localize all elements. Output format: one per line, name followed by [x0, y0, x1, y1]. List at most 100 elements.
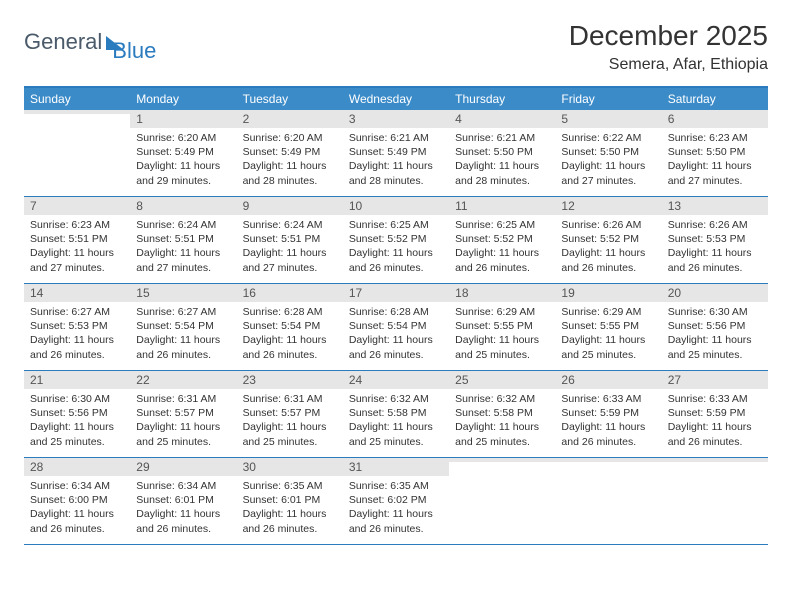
day-body: Sunrise: 6:23 AMSunset: 5:50 PMDaylight:… [662, 128, 768, 194]
sunset-text: Sunset: 5:51 PM [30, 232, 124, 246]
day-cell: 19Sunrise: 6:29 AMSunset: 5:55 PMDayligh… [555, 284, 661, 370]
daylight-text-1: Daylight: 11 hours [349, 246, 443, 260]
daylight-text-1: Daylight: 11 hours [243, 333, 337, 347]
daylight-text-1: Daylight: 11 hours [455, 159, 549, 173]
month-title: December 2025 [569, 20, 768, 52]
sunset-text: Sunset: 5:55 PM [455, 319, 549, 333]
day-cell [449, 458, 555, 544]
sunrise-text: Sunrise: 6:31 AM [136, 392, 230, 406]
day-header-tue: Tuesday [237, 88, 343, 110]
daylight-text-2: and 26 minutes. [349, 348, 443, 362]
day-cell: 10Sunrise: 6:25 AMSunset: 5:52 PMDayligh… [343, 197, 449, 283]
daylight-text-1: Daylight: 11 hours [668, 420, 762, 434]
daylight-text-1: Daylight: 11 hours [668, 159, 762, 173]
day-body: Sunrise: 6:33 AMSunset: 5:59 PMDaylight:… [555, 389, 661, 455]
day-body: Sunrise: 6:25 AMSunset: 5:52 PMDaylight:… [343, 215, 449, 281]
daylight-text-2: and 25 minutes. [136, 435, 230, 449]
daylight-text-1: Daylight: 11 hours [243, 420, 337, 434]
logo-text-1: General [24, 29, 102, 55]
day-body: Sunrise: 6:31 AMSunset: 5:57 PMDaylight:… [237, 389, 343, 455]
day-number: 1 [130, 110, 236, 128]
day-cell [555, 458, 661, 544]
daylight-text-1: Daylight: 11 hours [455, 420, 549, 434]
day-number: 17 [343, 284, 449, 302]
day-number: 4 [449, 110, 555, 128]
sunrise-text: Sunrise: 6:31 AM [243, 392, 337, 406]
day-body: Sunrise: 6:24 AMSunset: 5:51 PMDaylight:… [130, 215, 236, 281]
daylight-text-1: Daylight: 11 hours [349, 159, 443, 173]
daylight-text-2: and 25 minutes. [243, 435, 337, 449]
day-cell: 12Sunrise: 6:26 AMSunset: 5:52 PMDayligh… [555, 197, 661, 283]
day-body: Sunrise: 6:26 AMSunset: 5:52 PMDaylight:… [555, 215, 661, 281]
sunrise-text: Sunrise: 6:26 AM [668, 218, 762, 232]
day-number: 13 [662, 197, 768, 215]
daylight-text-2: and 27 minutes. [136, 261, 230, 275]
daylight-text-1: Daylight: 11 hours [30, 507, 124, 521]
day-cell: 7Sunrise: 6:23 AMSunset: 5:51 PMDaylight… [24, 197, 130, 283]
day-number: 28 [24, 458, 130, 476]
day-cell: 28Sunrise: 6:34 AMSunset: 6:00 PMDayligh… [24, 458, 130, 544]
day-body: Sunrise: 6:35 AMSunset: 6:02 PMDaylight:… [343, 476, 449, 542]
sunset-text: Sunset: 5:50 PM [668, 145, 762, 159]
daylight-text-1: Daylight: 11 hours [561, 159, 655, 173]
sunset-text: Sunset: 5:53 PM [668, 232, 762, 246]
daylight-text-2: and 25 minutes. [668, 348, 762, 362]
daylight-text-1: Daylight: 11 hours [243, 159, 337, 173]
sunset-text: Sunset: 5:49 PM [349, 145, 443, 159]
day-body: Sunrise: 6:27 AMSunset: 5:54 PMDaylight:… [130, 302, 236, 368]
sunrise-text: Sunrise: 6:28 AM [243, 305, 337, 319]
sunrise-text: Sunrise: 6:34 AM [136, 479, 230, 493]
day-number: 22 [130, 371, 236, 389]
logo: General Blue [24, 20, 156, 64]
daylight-text-2: and 26 minutes. [455, 261, 549, 275]
day-number [24, 110, 130, 114]
day-number [449, 458, 555, 462]
sunrise-text: Sunrise: 6:29 AM [455, 305, 549, 319]
daylight-text-1: Daylight: 11 hours [349, 507, 443, 521]
daylight-text-1: Daylight: 11 hours [561, 333, 655, 347]
day-number: 7 [24, 197, 130, 215]
week-row: 21Sunrise: 6:30 AMSunset: 5:56 PMDayligh… [24, 371, 768, 458]
daylight-text-1: Daylight: 11 hours [243, 507, 337, 521]
sunrise-text: Sunrise: 6:20 AM [136, 131, 230, 145]
day-number: 21 [24, 371, 130, 389]
day-cell: 21Sunrise: 6:30 AMSunset: 5:56 PMDayligh… [24, 371, 130, 457]
day-header-thu: Thursday [449, 88, 555, 110]
day-body: Sunrise: 6:31 AMSunset: 5:57 PMDaylight:… [130, 389, 236, 455]
sunrise-text: Sunrise: 6:32 AM [349, 392, 443, 406]
day-cell: 18Sunrise: 6:29 AMSunset: 5:55 PMDayligh… [449, 284, 555, 370]
daylight-text-2: and 25 minutes. [561, 348, 655, 362]
day-body: Sunrise: 6:29 AMSunset: 5:55 PMDaylight:… [555, 302, 661, 368]
day-number: 5 [555, 110, 661, 128]
day-cell: 26Sunrise: 6:33 AMSunset: 5:59 PMDayligh… [555, 371, 661, 457]
sunrise-text: Sunrise: 6:23 AM [30, 218, 124, 232]
day-body: Sunrise: 6:34 AMSunset: 6:01 PMDaylight:… [130, 476, 236, 542]
day-number: 10 [343, 197, 449, 215]
sunrise-text: Sunrise: 6:25 AM [455, 218, 549, 232]
day-cell: 31Sunrise: 6:35 AMSunset: 6:02 PMDayligh… [343, 458, 449, 544]
sunrise-text: Sunrise: 6:21 AM [455, 131, 549, 145]
day-cell: 5Sunrise: 6:22 AMSunset: 5:50 PMDaylight… [555, 110, 661, 196]
day-body: Sunrise: 6:22 AMSunset: 5:50 PMDaylight:… [555, 128, 661, 194]
daylight-text-1: Daylight: 11 hours [136, 333, 230, 347]
day-number: 26 [555, 371, 661, 389]
day-number: 29 [130, 458, 236, 476]
day-header-fri: Friday [555, 88, 661, 110]
day-cell: 3Sunrise: 6:21 AMSunset: 5:49 PMDaylight… [343, 110, 449, 196]
daylight-text-1: Daylight: 11 hours [30, 420, 124, 434]
daylight-text-1: Daylight: 11 hours [243, 246, 337, 260]
day-header-wed: Wednesday [343, 88, 449, 110]
sunrise-text: Sunrise: 6:32 AM [455, 392, 549, 406]
daylight-text-2: and 27 minutes. [243, 261, 337, 275]
daylight-text-2: and 29 minutes. [136, 174, 230, 188]
day-number: 24 [343, 371, 449, 389]
daylight-text-2: and 27 minutes. [668, 174, 762, 188]
day-number [662, 458, 768, 462]
sunrise-text: Sunrise: 6:33 AM [561, 392, 655, 406]
day-cell: 24Sunrise: 6:32 AMSunset: 5:58 PMDayligh… [343, 371, 449, 457]
sunset-text: Sunset: 6:02 PM [349, 493, 443, 507]
day-number: 31 [343, 458, 449, 476]
week-row: 1Sunrise: 6:20 AMSunset: 5:49 PMDaylight… [24, 110, 768, 197]
day-body: Sunrise: 6:26 AMSunset: 5:53 PMDaylight:… [662, 215, 768, 281]
sunrise-text: Sunrise: 6:28 AM [349, 305, 443, 319]
